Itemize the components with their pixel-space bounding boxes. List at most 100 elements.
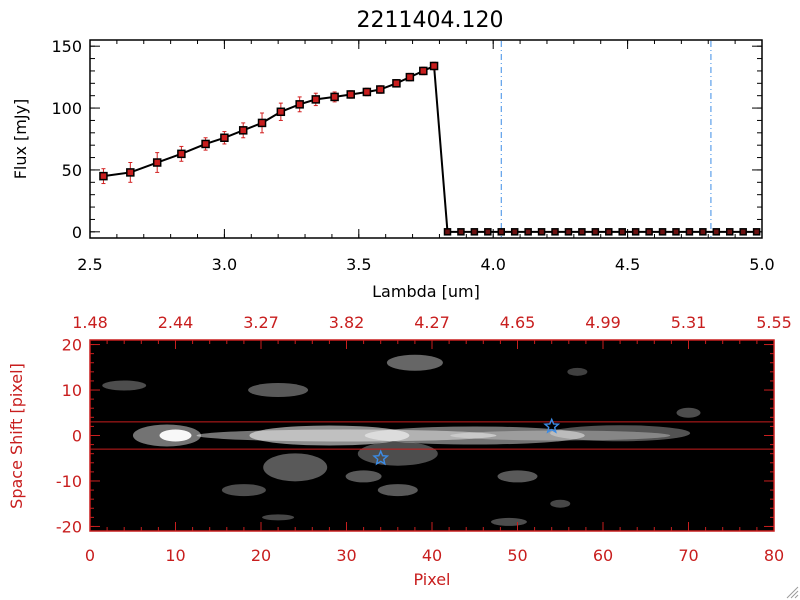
spectrum-axes-ticks: 2.5 3.0 3.5 4.0 4.5 5.0 0 50 100 150 <box>51 37 774 274</box>
intensity-blob <box>263 453 328 482</box>
spectrum-y-label: Flux [mJy] <box>11 99 30 180</box>
intensity-blob <box>490 517 527 526</box>
data-point <box>330 92 339 102</box>
data-point-zero <box>510 228 519 236</box>
data-point-zero <box>618 228 626 236</box>
intensity-blob <box>102 380 147 391</box>
intensity-blob <box>497 470 538 483</box>
intensity-blob <box>248 383 309 398</box>
data-point <box>429 61 439 71</box>
data-point <box>362 87 372 97</box>
intensity-blob <box>221 484 266 497</box>
data-point <box>346 90 355 99</box>
data-point <box>257 118 267 128</box>
data-point <box>419 66 428 76</box>
top-tick-label: 4.99 <box>585 313 621 332</box>
intensity-blob <box>364 426 585 445</box>
y-tick-label: 20 <box>62 336 82 355</box>
data-point-zero <box>672 228 680 236</box>
x-tick-label: 30 <box>336 546 356 565</box>
spectral-trace-tail <box>450 430 671 441</box>
x-tick-label: 5.0 <box>749 255 774 274</box>
spectral-trace-core <box>196 429 497 442</box>
data-point-zero <box>752 228 761 236</box>
data-point-zero <box>699 228 707 236</box>
data-point-zero <box>497 228 506 236</box>
spectrum-x-label: Lambda [um] <box>372 282 480 301</box>
data-point <box>376 85 385 94</box>
x-tick-label: 40 <box>422 546 442 565</box>
spectrum-plot: 2.5 3.0 3.5 4.0 4.5 5.0 0 50 100 150 <box>51 37 774 274</box>
intensity-blob <box>676 407 701 418</box>
resize-grip[interactable] <box>786 586 799 599</box>
y-tick-label: 100 <box>51 99 82 118</box>
intensity-blob <box>377 484 418 497</box>
y-tick-label: 0 <box>72 427 82 446</box>
data-point-zero <box>631 228 640 236</box>
data-point-zero <box>685 228 694 236</box>
heatmap-y-label: Space Shift [pixel] <box>7 363 26 509</box>
chart-title: 2211404.120 <box>357 8 504 33</box>
data-point-zero <box>564 228 573 236</box>
heatmap-overlays <box>90 417 774 466</box>
top-tick-label: 3.82 <box>329 313 365 332</box>
intensity-blob <box>159 429 192 442</box>
x-tick-label: 20 <box>251 546 271 565</box>
x-tick-label: 3.5 <box>346 255 371 274</box>
spatial-profile-plot: 0 10 20 30 40 50 60 70 80 1.48 2.44 3.27 3.82 4.27 4.6… <box>56 313 792 565</box>
intensity-blob <box>357 441 438 466</box>
heatmap-image <box>90 340 774 531</box>
x-tick-label: 0 <box>85 546 95 565</box>
x-tick-label: 10 <box>165 546 185 565</box>
data-point-zero <box>591 228 600 236</box>
y-tick-label: 50 <box>62 161 82 180</box>
data-point-zero <box>578 228 586 236</box>
data-point-zero <box>712 228 721 236</box>
data-point-zero <box>658 228 667 236</box>
intensity-blob <box>550 499 571 508</box>
data-point <box>126 168 135 177</box>
data-point-zero <box>645 228 653 236</box>
y-tick-label: -10 <box>56 472 82 491</box>
y-tick-label: 0 <box>72 223 82 242</box>
heatmap-background <box>90 340 774 531</box>
top-tick-label: 2.44 <box>158 313 194 332</box>
x-tick-label: 4.0 <box>480 255 505 274</box>
top-tick-label: 4.27 <box>414 313 450 332</box>
data-point-zero <box>457 228 465 236</box>
x-tick-label: 60 <box>593 546 613 565</box>
data-point-zero <box>443 228 452 236</box>
heatmap-axes-ticks: 0 10 20 30 40 50 60 70 80 1.48 2.44 3.27 3.82 4.27 4.6… <box>56 313 792 565</box>
x-tick-label: 80 <box>764 546 784 565</box>
data-point <box>177 149 186 159</box>
data-point <box>220 133 229 143</box>
intensity-blob <box>249 425 410 446</box>
data-point-zero <box>551 228 559 236</box>
intensity-blob <box>262 514 295 521</box>
y-tick-label: 150 <box>51 37 82 56</box>
data-point <box>152 158 162 167</box>
data-point-zero <box>524 228 532 236</box>
intensity-blob <box>567 367 588 376</box>
data-point <box>276 107 286 117</box>
data-point-zero <box>725 228 734 236</box>
y-tick-label: 10 <box>62 381 82 400</box>
data-point-zero <box>605 228 613 236</box>
spectrum-series <box>99 61 761 236</box>
x-tick-label: 50 <box>507 546 527 565</box>
heatmap-x-label: Pixel <box>413 570 450 589</box>
x-tick-label: 4.5 <box>615 255 640 274</box>
data-point-zero <box>739 228 747 236</box>
x-tick-label: 70 <box>678 546 698 565</box>
top-tick-label: 5.31 <box>671 313 707 332</box>
data-point <box>99 171 108 181</box>
top-tick-label: 3.27 <box>243 313 279 332</box>
data-point <box>201 139 210 149</box>
x-tick-label: 3.0 <box>212 255 237 274</box>
top-tick-label: 1.48 <box>72 313 108 332</box>
source-star-marker <box>372 449 390 466</box>
data-point-zero <box>537 228 546 236</box>
top-tick-label: 5.55 <box>756 313 792 332</box>
data-point-zero <box>484 228 492 236</box>
